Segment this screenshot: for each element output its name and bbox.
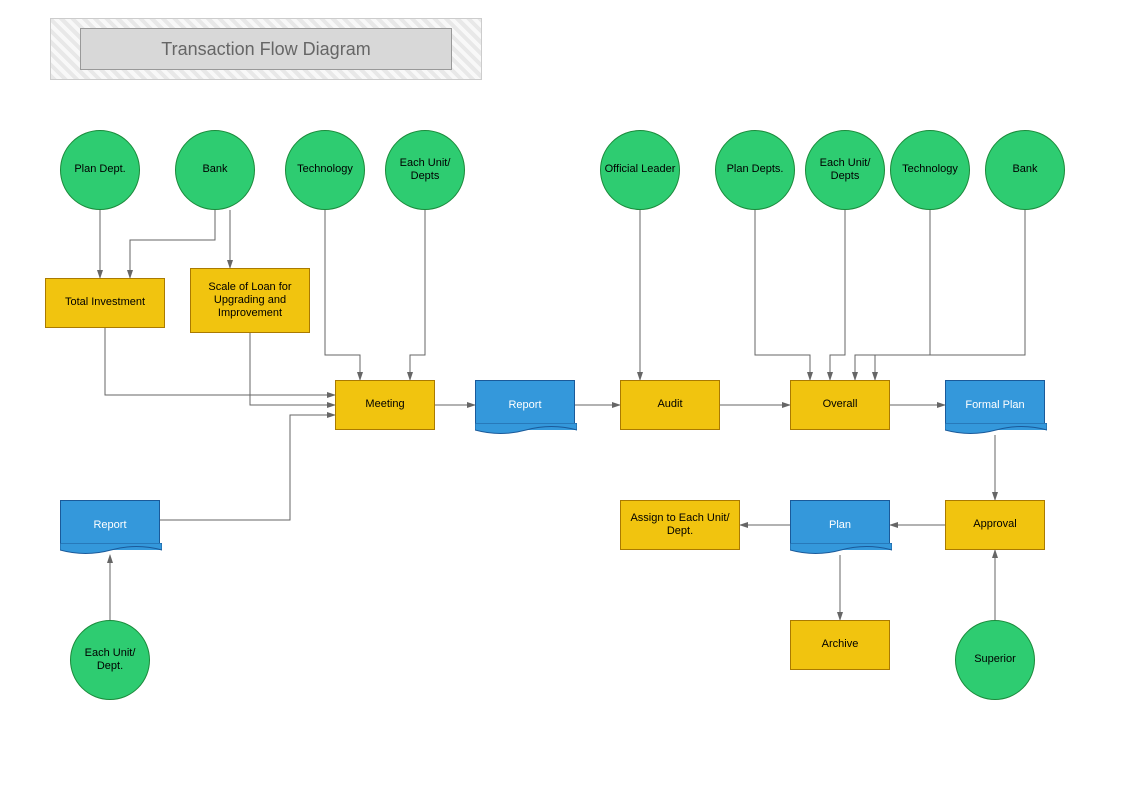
edge-report2-meeting <box>160 415 335 520</box>
node-label: Plan Dept. <box>74 163 125 176</box>
node-report2: Report <box>60 500 160 550</box>
edge-eachunit1-meeting <box>410 210 425 380</box>
node-label: Approval <box>973 518 1016 531</box>
node-approval: Approval <box>945 500 1045 550</box>
node-eachunit2: Each Unit/ Depts <box>805 130 885 210</box>
node-label: Technology <box>902 163 958 176</box>
node-label: Report <box>508 399 541 412</box>
node-label: Plan <box>829 519 851 532</box>
node-label: Archive <box>822 638 859 651</box>
node-bank2: Bank <box>985 130 1065 210</box>
node-bank1: Bank <box>175 130 255 210</box>
node-overall: Overall <box>790 380 890 430</box>
node-superior: Superior <box>955 620 1035 700</box>
node-totalinv: Total Investment <box>45 278 165 328</box>
node-plandepts2: Plan Depts. <box>715 130 795 210</box>
node-offleader: Official Leader <box>600 130 680 210</box>
edge-totalinv-meeting <box>105 328 335 395</box>
node-formalplan: Formal Plan <box>945 380 1045 430</box>
node-report1: Report <box>475 380 575 430</box>
node-label: Total Investment <box>65 296 145 309</box>
node-label: Report <box>93 519 126 532</box>
node-label: Bank <box>202 163 227 176</box>
node-label: Meeting <box>365 398 404 411</box>
node-eachunit1: Each Unit/ Depts <box>385 130 465 210</box>
node-label: Audit <box>657 398 682 411</box>
node-archive: Archive <box>790 620 890 670</box>
node-meeting: Meeting <box>335 380 435 430</box>
node-label: Formal Plan <box>965 399 1024 412</box>
node-label: Superior <box>974 653 1016 666</box>
node-label: Assign to Each Unit/ Dept. <box>630 512 729 538</box>
edge-tech2-overall <box>855 210 930 380</box>
node-audit: Audit <box>620 380 720 430</box>
node-scaleloan: Scale of Loan for Upgrading and Improvem… <box>190 268 310 333</box>
node-plan: Plan <box>790 500 890 550</box>
edge-bank2-overall <box>875 210 1025 380</box>
node-label: Scale of Loan for Upgrading and Improvem… <box>208 281 291 321</box>
edge-eachunit2-overall <box>830 210 845 380</box>
diagram-title: Transaction Flow Diagram <box>161 39 370 60</box>
node-label: Bank <box>1012 163 1037 176</box>
node-label: Overall <box>823 398 858 411</box>
node-plandept: Plan Dept. <box>60 130 140 210</box>
node-assign: Assign to Each Unit/ Dept. <box>620 500 740 550</box>
node-tech2: Technology <box>890 130 970 210</box>
node-label: Official Leader <box>605 163 676 176</box>
edge-tech1-meeting <box>325 210 360 380</box>
edge-scaleloan-meeting <box>250 333 335 405</box>
node-label: Plan Depts. <box>727 163 784 176</box>
node-tech1: Technology <box>285 130 365 210</box>
node-label: Each Unit/ Depts <box>820 157 871 183</box>
title-box: Transaction Flow Diagram <box>80 28 452 70</box>
node-eachunit3: Each Unit/ Dept. <box>70 620 150 700</box>
edge-plandepts2-overall <box>755 210 810 380</box>
node-label: Technology <box>297 163 353 176</box>
node-label: Each Unit/ Depts <box>400 157 451 183</box>
node-label: Each Unit/ Dept. <box>85 647 136 673</box>
